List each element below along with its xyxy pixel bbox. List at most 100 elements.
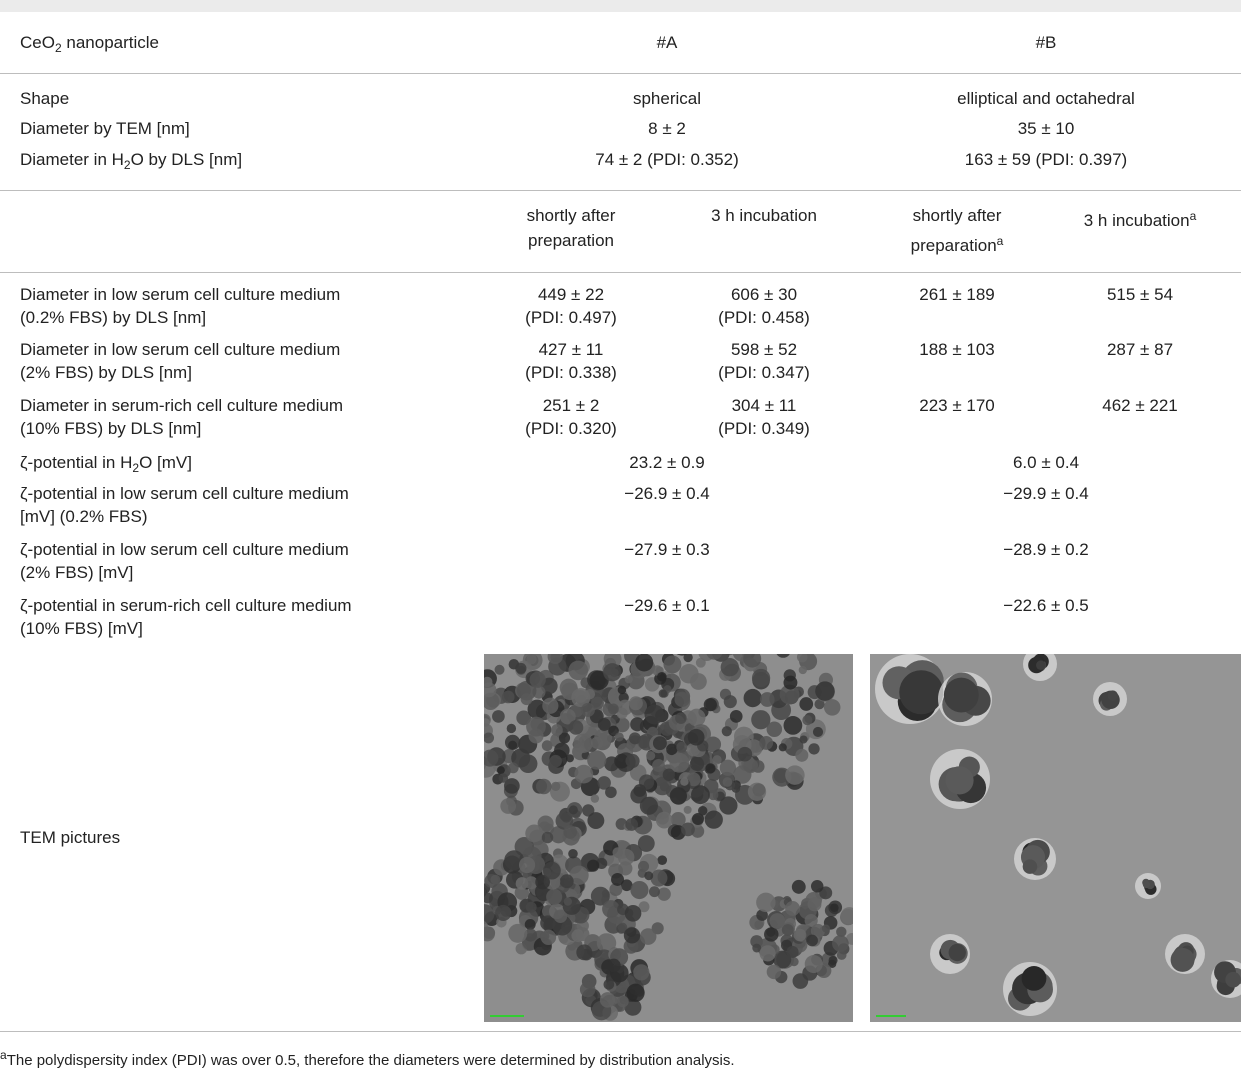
- image-detail: [764, 927, 778, 941]
- image-detail: [625, 905, 642, 922]
- rule: [0, 272, 1241, 273]
- cell-line: Diameter by TEM [nm]: [20, 119, 190, 139]
- image-detail: [1143, 881, 1150, 888]
- image-detail: [945, 766, 973, 794]
- image-detail: [794, 929, 807, 942]
- image-detail: [657, 672, 667, 682]
- image-detail: [526, 654, 536, 664]
- text: O by DLS [nm]: [131, 150, 242, 169]
- cell-line: 261 ± 189: [919, 285, 995, 305]
- tem-image: [870, 654, 1241, 1022]
- cell-line: 304 ± 11: [732, 396, 797, 416]
- image-detail: [805, 955, 823, 973]
- image-detail: [752, 944, 761, 953]
- top-bar: [0, 0, 1241, 12]
- image-detail: [500, 798, 516, 814]
- image-detail: [688, 729, 705, 746]
- image-detail: [813, 727, 823, 737]
- image-detail: [1171, 948, 1195, 972]
- cell-line: 6.0 ± 0.4: [1013, 453, 1079, 473]
- image-detail: [580, 982, 596, 998]
- cell-line: preparationa: [911, 231, 1004, 256]
- image-detail: [744, 689, 762, 707]
- image-detail: [576, 944, 592, 960]
- cell-line: aThe polydispersity index (PDI) was over…: [0, 1045, 735, 1071]
- image-detail: [759, 736, 773, 750]
- image-detail: [625, 818, 638, 831]
- image-detail: [657, 855, 667, 865]
- cell-line: Diameter in serum-rich cell culture medi…: [20, 396, 343, 416]
- image-detail: [591, 737, 603, 749]
- cell-line: −29.6 ± 0.1: [624, 596, 709, 616]
- image-detail: [944, 678, 979, 713]
- image-detail: [508, 741, 517, 750]
- image-detail: [1225, 972, 1241, 988]
- image-detail: [663, 655, 681, 673]
- cell-line: #A: [657, 33, 678, 53]
- image-detail: [560, 874, 574, 888]
- image-detail: [633, 784, 646, 797]
- supscript: a: [0, 1048, 7, 1062]
- image-detail: [681, 823, 695, 837]
- image-detail: [626, 984, 644, 1002]
- cell-line: 23.2 ± 0.9: [629, 453, 705, 473]
- image-detail: [629, 696, 643, 710]
- image-detail: [724, 695, 737, 708]
- image-detail: [684, 806, 692, 814]
- image-detail: [779, 743, 787, 751]
- image-detail: [521, 693, 533, 705]
- cell-line: shortly after: [913, 206, 1002, 226]
- cell-line: 598 ± 52: [731, 340, 797, 360]
- image-detail: [799, 666, 807, 674]
- cell-line: ζ-potential in low serum cell culture me…: [20, 484, 349, 504]
- image-detail: [767, 721, 783, 737]
- image-detail: [563, 825, 577, 839]
- image-detail: [611, 873, 624, 886]
- image-detail: [782, 924, 794, 936]
- image-detail: [802, 715, 812, 725]
- image-detail: [723, 777, 733, 787]
- image-detail: [721, 658, 739, 676]
- image-detail: [792, 880, 806, 894]
- image-detail: [730, 710, 743, 723]
- image-detail: [608, 703, 619, 714]
- text: O [mV]: [139, 453, 192, 472]
- cell-line: Diameter in low serum cell culture mediu…: [20, 285, 340, 305]
- image-detail: [754, 920, 763, 929]
- subscript: 2: [55, 41, 62, 55]
- image-detail: [795, 749, 808, 762]
- image-detail: [568, 849, 578, 859]
- cell-line: −22.6 ± 0.5: [1003, 596, 1088, 616]
- image-detail: [659, 689, 667, 697]
- rule: [0, 73, 1241, 74]
- cell-line: (0.2% FBS) by DLS [nm]: [20, 308, 206, 328]
- image-detail: [752, 783, 765, 796]
- image-detail: [656, 812, 673, 829]
- text: Diameter in H: [20, 150, 124, 169]
- cell-line: 462 ± 221: [1102, 396, 1178, 416]
- cell-line: (PDI: 0.458): [718, 308, 810, 328]
- image-detail: [688, 709, 706, 727]
- image-detail: [650, 870, 667, 887]
- image-detail: [607, 959, 621, 973]
- image-detail: [949, 944, 966, 961]
- image-detail: [624, 927, 640, 943]
- image-detail: [1036, 660, 1046, 670]
- image-detail: [690, 757, 704, 771]
- image-detail: [752, 669, 770, 687]
- image-detail: [679, 664, 699, 684]
- image-detail: [604, 979, 615, 990]
- image-detail: [644, 705, 664, 725]
- image-detail: [760, 945, 776, 961]
- image-detail: [581, 703, 595, 717]
- cell-line: −29.9 ± 0.4: [1003, 484, 1088, 504]
- image-detail: [649, 886, 660, 897]
- cell-line: 74 ± 2 (PDI: 0.352): [595, 150, 739, 170]
- image-detail: [808, 897, 822, 911]
- image-detail: [499, 773, 509, 783]
- image-detail: [830, 903, 838, 911]
- image-detail: [574, 765, 593, 784]
- image-detail: [1108, 690, 1118, 700]
- text: The polydispersity index (PDI) was over …: [7, 1052, 735, 1069]
- image-detail: [615, 732, 624, 741]
